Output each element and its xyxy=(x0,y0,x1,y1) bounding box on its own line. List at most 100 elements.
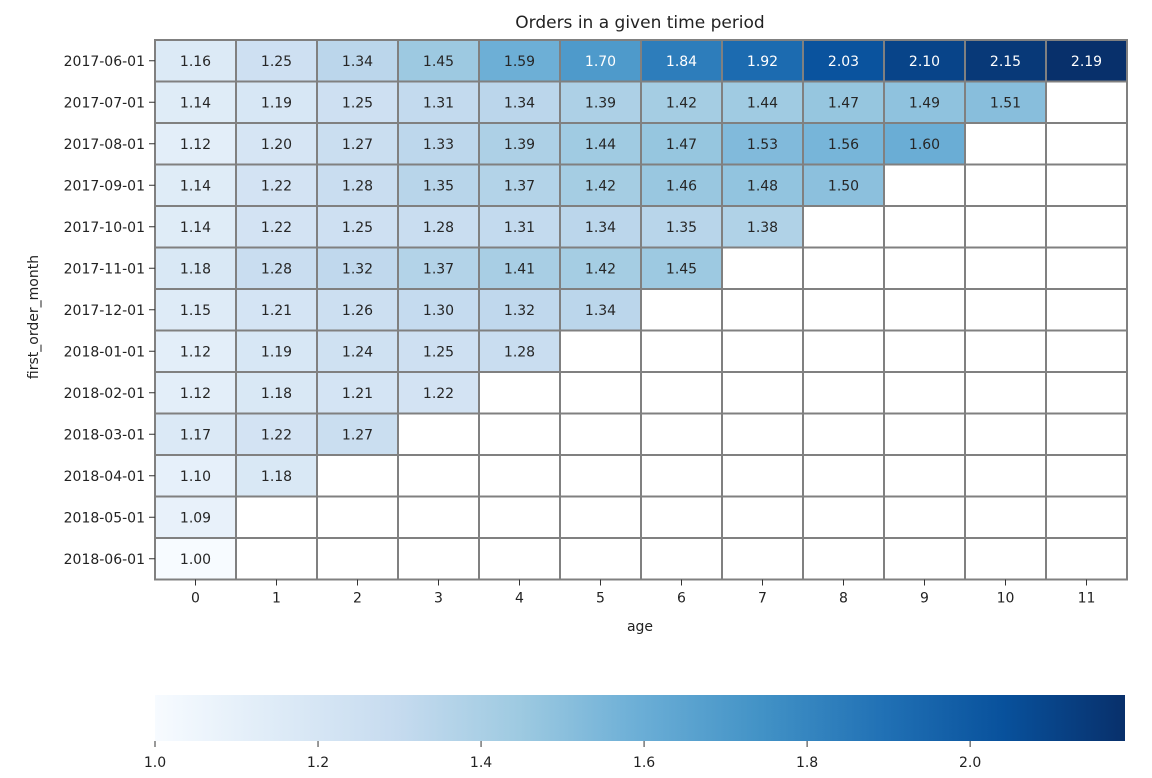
cell-label: 1.45 xyxy=(666,261,697,277)
heatmap-cell xyxy=(316,454,399,498)
cell-label: 1.35 xyxy=(423,178,454,194)
cell-label: 1.34 xyxy=(585,303,616,319)
cell-label: 1.35 xyxy=(666,220,697,236)
heatmap-cell xyxy=(316,246,399,290)
heatmap-cell xyxy=(721,288,804,332)
cell-label: 2.10 xyxy=(909,54,940,70)
heatmap-cell xyxy=(883,371,966,415)
heatmap-cell xyxy=(316,412,399,456)
heatmap-cell xyxy=(964,454,1047,498)
heatmap-cell xyxy=(1045,371,1128,415)
cell-label: 1.00 xyxy=(180,552,211,568)
heatmap-cell xyxy=(397,495,480,539)
y-tick-label: 2017-06-01 xyxy=(64,54,145,70)
x-tick-label: 11 xyxy=(1078,591,1096,607)
cell-label: 1.20 xyxy=(261,137,292,153)
heatmap-cell xyxy=(397,122,480,166)
cell-label: 1.28 xyxy=(342,178,373,194)
heatmap-cell xyxy=(964,246,1047,290)
cell-label: 1.47 xyxy=(666,137,697,153)
cell-label: 1.10 xyxy=(180,469,211,485)
heatmap-cell xyxy=(397,329,480,373)
y-tick-label: 2017-09-01 xyxy=(64,178,145,194)
heatmap-cell xyxy=(1045,246,1128,290)
cell-label: 1.31 xyxy=(504,220,535,236)
colorbar-tick-label: 2.0 xyxy=(959,755,981,771)
colorbar-ticks: 1.0 1.2 1.4 1.6 1.8 2.0 xyxy=(144,741,981,771)
heatmap-cell xyxy=(640,80,723,124)
heatmap-cell xyxy=(883,246,966,290)
heatmap-cell xyxy=(1045,412,1128,456)
x-tick-label: 5 xyxy=(596,591,605,607)
cell-label: 2.03 xyxy=(828,54,859,70)
heatmap-cell xyxy=(397,80,480,124)
chart-title: Orders in a given time period xyxy=(515,13,764,33)
heatmap-cell xyxy=(1045,537,1128,581)
cell-label: 1.34 xyxy=(342,54,373,70)
cell-label: 2.19 xyxy=(1071,54,1102,70)
cell-label: 1.51 xyxy=(990,95,1021,111)
cell-label: 1.24 xyxy=(342,344,373,360)
heatmap-cell xyxy=(559,454,642,498)
cell-label: 1.38 xyxy=(747,220,778,236)
cell-label: 1.39 xyxy=(585,95,616,111)
cell-label: 1.26 xyxy=(342,303,373,319)
heatmap-cell xyxy=(721,80,804,124)
heatmap-cell xyxy=(883,454,966,498)
heatmap-cell xyxy=(397,371,480,415)
x-tick-label: 4 xyxy=(515,591,524,607)
y-tick-label: 2018-01-01 xyxy=(64,344,145,360)
heatmap-cell xyxy=(478,80,561,124)
heatmap-cell xyxy=(883,537,966,581)
heatmap-cell xyxy=(802,163,885,207)
cell-label: 1.12 xyxy=(180,344,211,360)
heatmap-cell xyxy=(397,412,480,456)
heatmap-cell xyxy=(721,495,804,539)
heatmap-cell xyxy=(640,329,723,373)
heatmap-cell xyxy=(883,412,966,456)
heatmap-cell xyxy=(802,329,885,373)
y-tick-label: 2017-12-01 xyxy=(64,303,145,319)
y-tick-label: 2018-02-01 xyxy=(64,386,145,402)
heatmap-cell xyxy=(1045,39,1128,83)
heatmap-cell xyxy=(802,495,885,539)
heatmap-cell xyxy=(397,454,480,498)
heatmap-cell xyxy=(559,122,642,166)
heatmap-cell xyxy=(316,537,399,581)
heatmap-cell xyxy=(235,537,318,581)
heatmap-cell xyxy=(802,80,885,124)
cell-label: 1.49 xyxy=(909,95,940,111)
cell-label: 1.42 xyxy=(585,178,616,194)
cell-label: 1.25 xyxy=(423,344,454,360)
cell-label: 1.12 xyxy=(180,386,211,402)
cell-label: 1.28 xyxy=(423,220,454,236)
cell-label: 1.21 xyxy=(261,303,292,319)
heatmap-cell xyxy=(559,39,642,83)
heatmap-cell xyxy=(316,163,399,207)
x-tick-label: 2 xyxy=(353,591,362,607)
heatmap-cell xyxy=(397,163,480,207)
cell-label: 1.60 xyxy=(909,137,940,153)
heatmap-cell xyxy=(559,412,642,456)
cell-label: 1.45 xyxy=(423,54,454,70)
heatmap-cell xyxy=(154,537,237,581)
x-tick-label: 3 xyxy=(434,591,443,607)
colorbar-tick-label: 1.2 xyxy=(307,755,329,771)
heatmap-cell xyxy=(802,371,885,415)
x-tick-label: 0 xyxy=(191,591,200,607)
heatmap-cell xyxy=(964,205,1047,249)
x-tick-label: 1 xyxy=(272,591,281,607)
heatmap-cell xyxy=(640,454,723,498)
cell-label: 1.37 xyxy=(504,178,535,194)
y-tick-label: 2017-10-01 xyxy=(64,220,145,236)
y-tick-label: 2018-05-01 xyxy=(64,510,145,526)
heatmap-cell xyxy=(154,495,237,539)
heatmap-cell xyxy=(1045,329,1128,373)
heatmap-cell xyxy=(964,122,1047,166)
heatmap-cell xyxy=(721,371,804,415)
heatmap-cell xyxy=(397,537,480,581)
cell-label: 1.28 xyxy=(504,344,535,360)
heatmap-cell xyxy=(478,537,561,581)
heatmap-cell xyxy=(640,288,723,332)
cell-label: 1.19 xyxy=(261,344,292,360)
